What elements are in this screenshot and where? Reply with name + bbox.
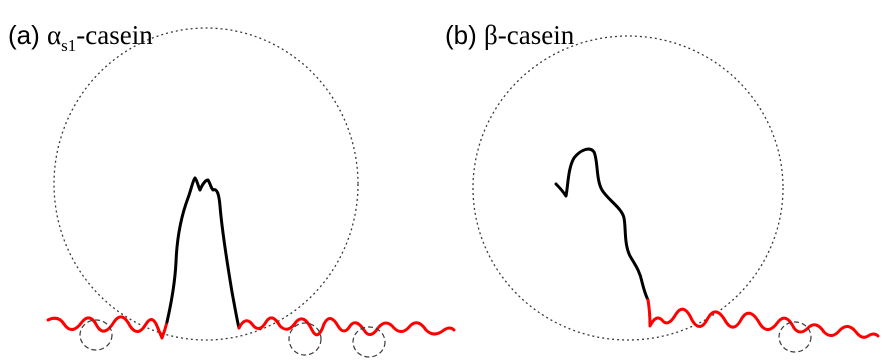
panel-b-black-tail — [554, 147, 650, 302]
panel-a-red-chain-right — [237, 316, 456, 337]
panel-a-greek: α — [47, 20, 61, 50]
panel-a-anchor-circle — [288, 322, 322, 356]
panel-b-red-chain — [646, 298, 880, 339]
panel-b-name: -casein — [498, 20, 575, 50]
panel-b-prefix: (b) — [445, 20, 484, 50]
panel-a-anchor-circle — [79, 319, 113, 351]
panel-b-label: (b) β-casein — [445, 20, 575, 50]
panel-a-black-loop — [165, 176, 241, 330]
panel-a-boundary-circle — [53, 27, 359, 341]
panel-a: (a) αs1-casein — [8, 20, 456, 358]
panel-a-subscript: s1 — [61, 36, 76, 55]
panel-a-label: (a) αs1-casein — [8, 20, 153, 55]
panel-a-anchor-circle — [352, 326, 386, 358]
panel-b: (b) β-casein — [445, 20, 880, 353]
panel-a-name: -casein — [76, 20, 153, 50]
panel-a-prefix: (a) — [8, 20, 47, 50]
panel-a-red-chain-left — [46, 315, 169, 340]
panel-b-boundary-circle — [472, 35, 784, 341]
panel-b-greek: β — [484, 20, 498, 50]
panel-b-anchor-circle — [778, 321, 812, 353]
